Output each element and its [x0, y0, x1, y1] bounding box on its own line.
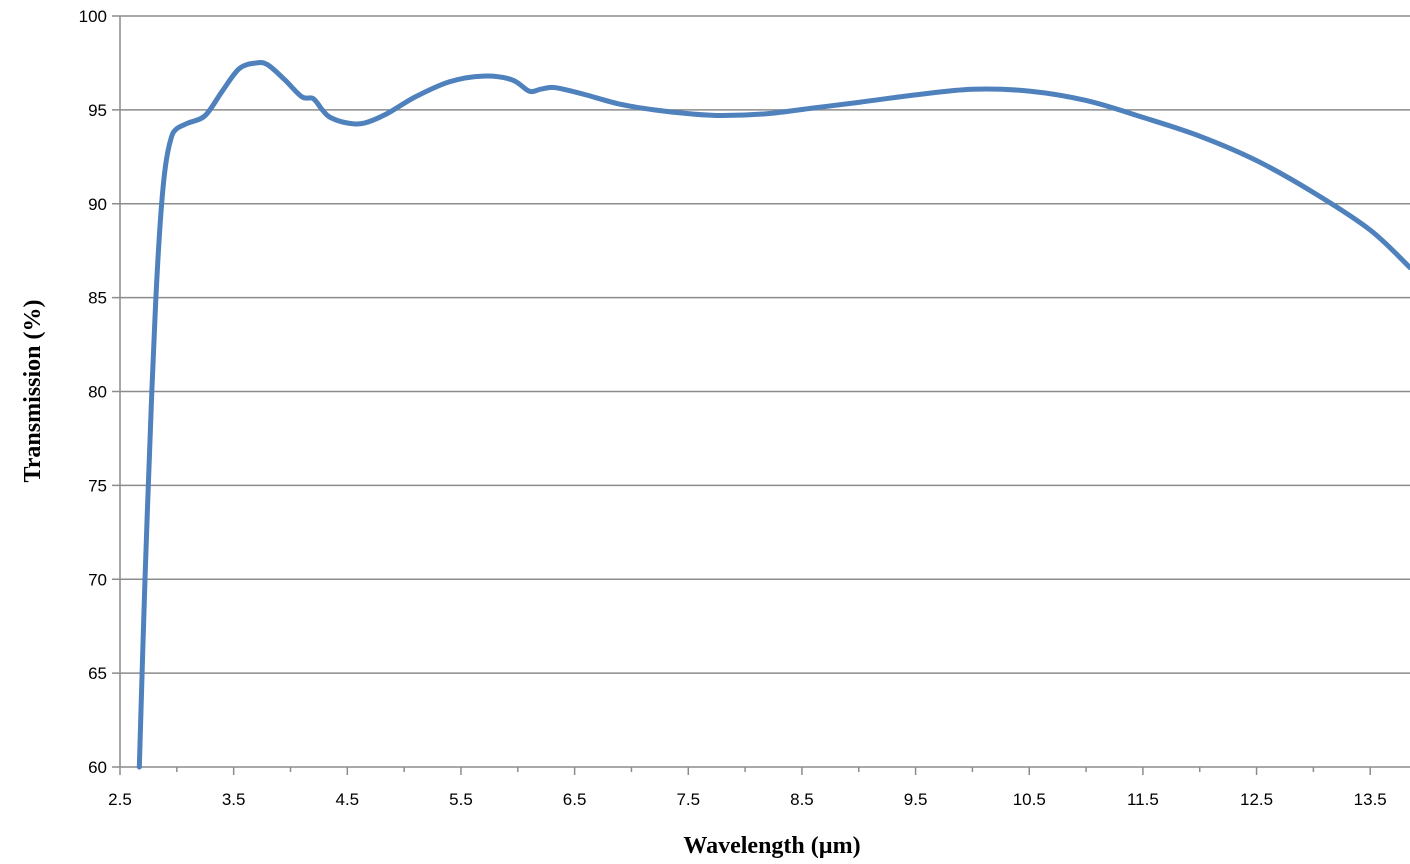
tick-marks	[112, 15, 1371, 775]
y-tick-label: 100	[79, 7, 107, 26]
x-tick-label: 3.5	[222, 790, 246, 809]
x-tick-label: 6.5	[563, 790, 587, 809]
x-tick-label: 11.5	[1127, 790, 1159, 809]
y-tick-label: 60	[88, 758, 107, 777]
y-tick-labels: 60 65 70 75 80 85 90 95 100	[79, 7, 107, 777]
gridlines	[120, 15, 1410, 674]
x-tick-label: 5.5	[449, 790, 473, 809]
y-tick-label: 85	[88, 289, 107, 308]
x-tick-labels: 2.5 3.5 4.5 5.5 6.5 7.5 8.5 9.5 10.5 11.5 12.5 13.5	[108, 790, 1387, 809]
x-tick-label: 12.5	[1240, 790, 1273, 809]
x-tick-label: 7.5	[676, 790, 700, 809]
transmission-series-line	[136, 60, 1410, 770]
y-tick-label: 95	[88, 101, 107, 120]
x-axis-title: Wavelength (µm)	[683, 833, 860, 859]
x-tick-label: 13.5	[1354, 790, 1387, 809]
y-tick-label: 80	[88, 383, 107, 402]
x-tick-label: 9.5	[904, 790, 928, 809]
y-tick-label: 90	[88, 195, 107, 214]
x-tick-label: 10.5	[1013, 790, 1046, 809]
x-tick-label: 4.5	[335, 790, 359, 809]
y-tick-label: 70	[88, 570, 107, 589]
series-layer	[136, 60, 1410, 770]
y-tick-label: 75	[88, 476, 107, 495]
y-axis-title: Transmission (%)	[20, 300, 46, 483]
x-tick-label: 2.5	[108, 790, 132, 809]
x-tick-label: 8.5	[790, 790, 814, 809]
y-tick-label: 65	[88, 664, 107, 683]
